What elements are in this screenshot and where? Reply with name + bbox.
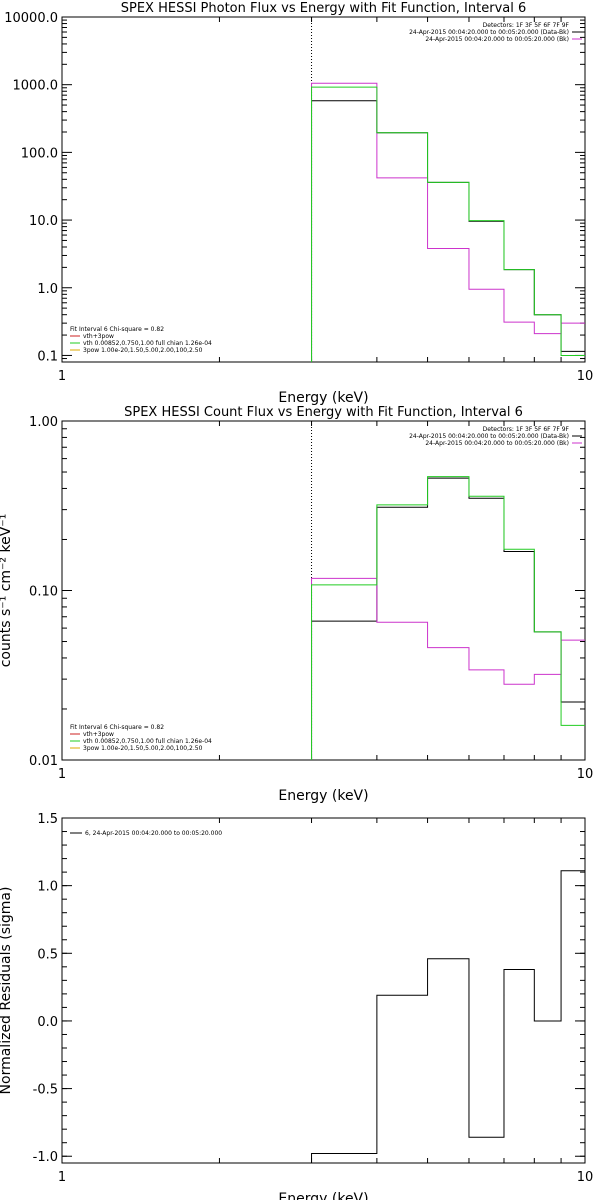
- y-tick-label: -1.0: [33, 1150, 58, 1165]
- legend-entry: Detectors: 1F 3F 5F 6F 7F 9F: [483, 22, 570, 29]
- chart-panel-1: SPEX HESSI Photon Flux vs Energy with Fi…: [4, 1, 593, 406]
- series-line-2: [311, 82, 585, 362]
- series-line-1: [311, 100, 585, 362]
- legend-entry: Detectors: 1F 3F 5F 6F 7F 9F: [483, 426, 570, 433]
- y-tick-label: -0.5: [33, 1083, 58, 1098]
- x-tick-label: 1: [58, 369, 66, 384]
- series-line-1: [311, 477, 585, 760]
- y-tick-label: 0.1: [37, 349, 58, 364]
- x-axis-label: Energy (keV): [278, 1191, 368, 1200]
- plot-frame: [61, 16, 586, 363]
- legend-entry: 24-Apr-2015 00:04:20.000 to 00:05:20.000…: [425, 36, 569, 43]
- chart-title: SPEX HESSI Count Flux vs Energy with Fit…: [124, 405, 523, 420]
- y-tick-label: 0.01: [29, 754, 58, 769]
- y-tick-label: 1.0: [37, 282, 58, 297]
- x-tick-label: 10: [577, 1170, 594, 1185]
- y-tick-label: 1.00: [29, 415, 58, 430]
- legend-entry: 3pow 1.00e-20,1.50,5.00,2.00,100,2.50: [83, 745, 203, 752]
- legend-entry: vth+3pow: [83, 333, 114, 340]
- series-line-2: [311, 577, 585, 760]
- legend-entry: 24-Apr-2015 00:04:20.000 to 00:05:20.000…: [409, 29, 569, 36]
- x-tick-label: 10: [577, 767, 594, 782]
- legend-entry: vth 0.00852,0.750,1.00 full chian 1.26e-…: [83, 340, 212, 347]
- y-axis-label: counts s⁻¹ cm⁻² keV⁻¹: [0, 514, 14, 668]
- series-line-3: [311, 86, 585, 362]
- legend-entry: 24-Apr-2015 00:04:20.000 to 00:05:20.000…: [409, 433, 569, 440]
- legend-entry: vth+3pow: [83, 731, 114, 738]
- y-tick-label: 0.5: [37, 947, 58, 962]
- legend-entry: 6, 24-Apr-2015 00:04:20.000 to 00:05:20.…: [85, 830, 222, 837]
- plot-frame: [61, 420, 586, 761]
- plot-frame: [61, 817, 586, 1164]
- y-tick-label: 0.10: [29, 585, 58, 600]
- chart-panel-2: SPEX HESSI Count Flux vs Energy with Fit…: [0, 405, 593, 804]
- chart-panel-3: 1 10 Energy (keV) 1.5 1.0 0.5 0.0 -0.5 -1.0 Norma…: [0, 812, 593, 1200]
- legend-entry: vth 0.00852,0.750,1.00 full chian 1.26e-…: [83, 738, 212, 745]
- series-line-3: [311, 476, 585, 760]
- y-tick-label: 1000.0: [13, 79, 59, 94]
- y-tick-label: 1.5: [37, 812, 58, 827]
- y-tick-label: 10.0: [29, 214, 58, 229]
- chart-title: SPEX HESSI Photon Flux vs Energy with Fi…: [121, 1, 527, 16]
- y-tick-label: 0.0: [37, 1015, 58, 1030]
- series-group: [311, 476, 585, 760]
- x-axis-label: Energy (keV): [278, 390, 368, 406]
- series-group: [311, 870, 585, 1163]
- x-axis-label: Energy (keV): [278, 788, 368, 804]
- legend-entry: Fit Interval 6 Chi-square = 0.82: [70, 724, 164, 731]
- series-line-1: [311, 870, 585, 1163]
- y-axis-label: Normalized Residuals (sigma): [0, 887, 14, 1095]
- legend-entry: 24-Apr-2015 00:04:20.000 to 00:05:20.000…: [425, 440, 569, 447]
- legend-entry: 3pow 1.00e-20,1.50,5.00,2.00,100,2.50: [83, 347, 203, 354]
- x-tick-label: 10: [577, 369, 594, 384]
- x-tick-label: 1: [58, 767, 66, 782]
- y-tick-label: 100.0: [21, 146, 58, 161]
- series-group: [311, 82, 585, 362]
- x-tick-label: 1: [58, 1170, 66, 1185]
- legend-entry: Fit Interval 6 Chi-square = 0.82: [70, 326, 164, 333]
- y-tick-label: 1.0: [37, 880, 58, 895]
- y-tick-label: 10000.0: [4, 11, 58, 26]
